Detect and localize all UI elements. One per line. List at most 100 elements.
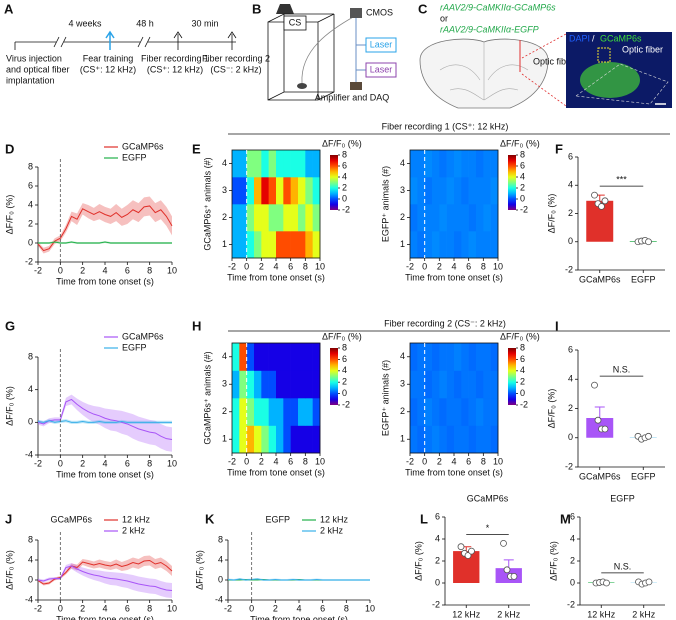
x-tick-label: -2 [228,261,236,271]
heat-cell [490,425,499,454]
arrow [173,31,237,39]
colorbar-tick-label: 6 [520,354,525,364]
heat-cell [410,177,418,205]
y-tick-label: 8 [28,161,33,171]
colorbar-tick-label: 8 [342,149,347,159]
heat-cell [476,177,484,205]
heat-cell [283,231,291,259]
heat-cell [283,398,291,426]
heat-cell [468,425,477,454]
heat-cell [298,150,306,178]
heat-cell [268,150,277,178]
heat-cell [283,343,291,371]
heat-cell [246,204,255,232]
heat-cell [439,370,447,399]
heat-cell [261,231,269,259]
heat-cell [283,150,291,178]
heat-cell [446,177,455,205]
y-tick-label: 0 [28,417,33,427]
heat-cell [268,231,277,259]
y-tick-label: 1 [222,239,227,249]
heat-cell [461,398,469,426]
y-tick-label: 6 [28,180,33,190]
data-point [645,432,652,440]
zoom-line [521,33,567,107]
heat-cell [246,398,255,426]
colorbar-tick-label: 2 [342,182,347,192]
heat-cell [446,370,455,399]
heat-cell [446,343,455,371]
colorbar [508,348,516,405]
x-tick-label: 10 [493,261,503,271]
heat-cell [312,150,321,178]
colorbar [508,155,516,210]
heat-cell [290,150,299,178]
y-tick-label: 0 [570,577,575,587]
heat-cell [410,204,418,232]
x-tick-label: 10 [493,456,503,466]
data-point [464,552,472,559]
heat-cell [476,370,484,399]
heat-cell [305,150,313,178]
chart-title: GCaMP6s [467,493,509,503]
heat-cell [454,150,462,178]
x-tick-label: 4 [102,603,107,613]
camera [350,8,362,18]
y-tick-label: 3 [222,379,227,389]
heat-cell [254,204,262,232]
heat-cell [410,343,418,371]
heat-cell [268,343,277,371]
heat-cell [424,425,433,454]
x-tick-label: 0 [58,458,63,468]
series-line [38,241,172,244]
colorbar-tick-label: -2 [342,204,350,214]
colorbar-label: ΔF/F₀ (%) [500,331,540,341]
colorbar-label: ΔF/F₀ (%) [322,138,362,148]
y-tick-label: 4 [28,384,33,394]
data-point [591,381,598,389]
panel-letter: H [192,318,201,333]
panel-letter: J [5,511,12,526]
colorbar-tick-label: 4 [342,365,347,375]
x-tick-label: 8 [303,456,308,466]
y-tick-label: -2 [565,461,573,471]
y-axis-label: ΔF/F₀ (%) [546,194,556,234]
heat-cell [432,425,440,454]
step: (CS⁺: 12 kHz) [147,64,203,74]
data-point [603,579,610,587]
heat-cell [232,425,240,454]
y-tick-label: 3 [400,379,405,389]
x-tick-label: 6 [125,603,130,613]
step: implantation [6,75,55,85]
x-axis-label: Time from tone onset (s) [405,467,503,477]
heat-cell [283,425,291,454]
x-axis-label: Time from tone onset (s) [227,467,325,477]
heat-cell [276,370,284,399]
heat-cell [476,425,484,454]
heat-cell [261,177,269,205]
heat-cell [254,150,262,178]
legend-label: EGFP [122,342,147,352]
data-point [500,540,507,547]
y-tick-label: 3 [222,185,227,195]
interval: 48 h [136,18,154,28]
heat-cell [461,370,469,399]
error-band [38,394,172,452]
heat-cell [239,231,247,259]
panel-letter: D [5,141,14,156]
y-tick-label: 6 [570,511,575,521]
amplifier [350,82,362,90]
colorbar-tick-label: 6 [520,160,525,170]
data-point [645,238,652,246]
heat-cell [246,231,255,259]
interval: 30 min [191,18,218,28]
x-tick-label: GCaMP6s [579,274,621,284]
x-tick-label: 10 [315,456,325,466]
x-tick-label: 8 [481,261,486,271]
x-tick-label: -2 [34,458,42,468]
axis [227,540,370,601]
y-tick-label: -2 [432,599,440,609]
heat-cell [276,150,284,178]
y-tick-label: 4 [568,180,573,190]
heat-cell [232,177,240,205]
